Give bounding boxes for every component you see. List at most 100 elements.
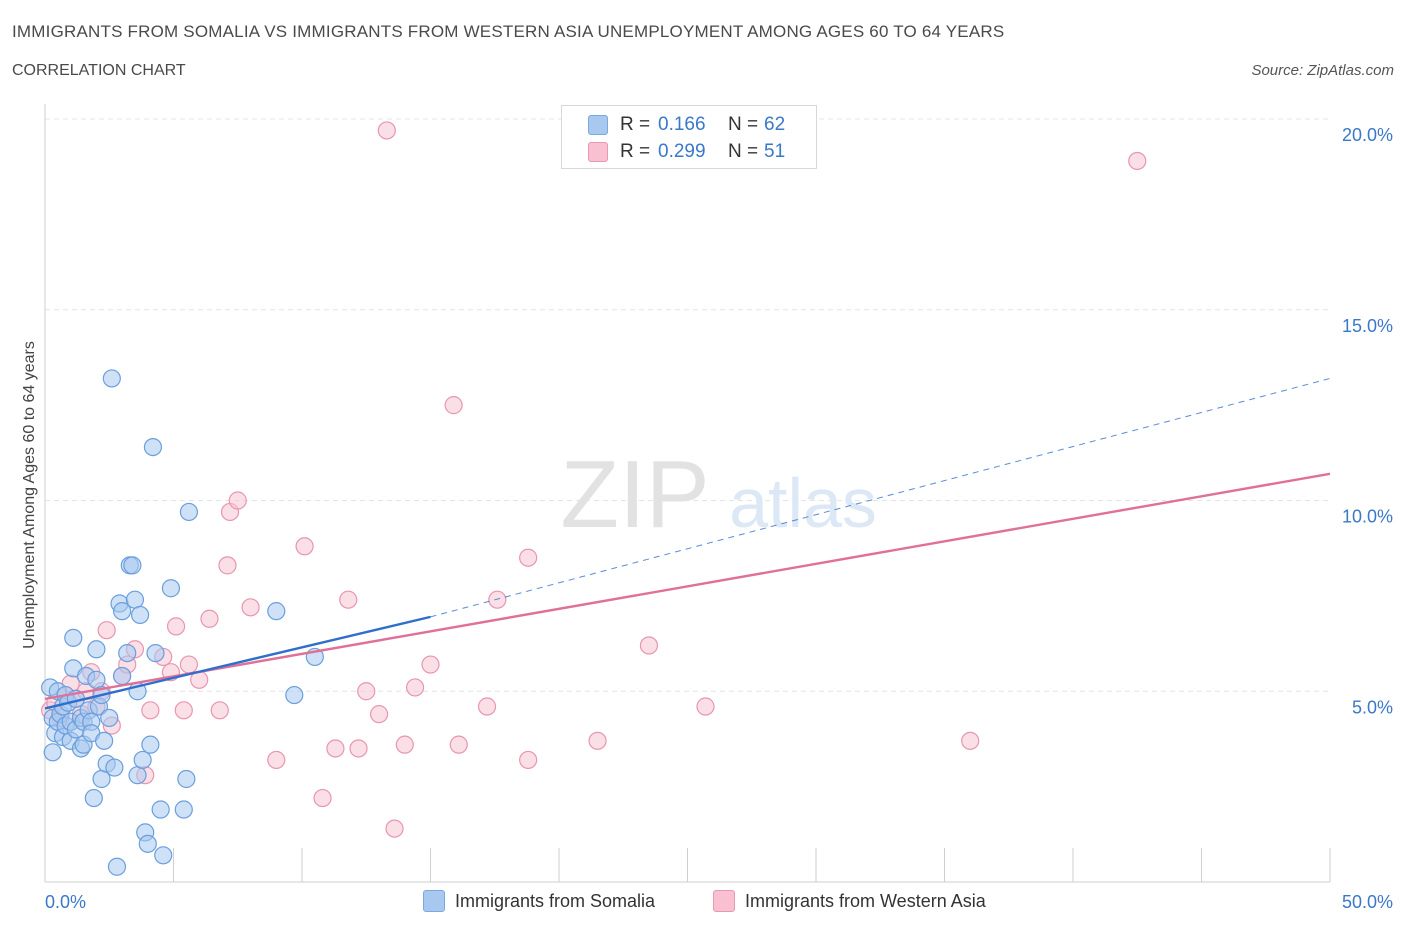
point-somalia [285,685,304,705]
point-western-asia [97,621,116,640]
trend-line-somalia-extrapolated [430,377,1331,618]
source-note: Source: ZipAtlas.com [1251,62,1394,79]
point-western-asia [395,735,414,754]
legend-n-value: 51 [764,141,786,162]
point-somalia [64,628,83,647]
point-western-asia [218,556,237,575]
point-somalia [43,743,62,762]
point-somalia [154,846,173,865]
trend-lines [44,377,1331,710]
point-somalia [112,666,132,686]
point-somalia [133,750,152,770]
point-somalia [161,579,181,598]
point-western-asia [421,655,440,674]
point-somalia [107,857,127,876]
point-somalia [179,502,199,522]
point-somalia [118,643,137,663]
point-western-asia [295,537,314,556]
point-somalia [84,788,103,808]
y-tick-label: 20.0% [1342,125,1393,145]
legend-r-label: R = [620,141,651,162]
point-western-asia [519,750,538,770]
point-somalia [151,800,170,819]
trend-line-western-asia [44,472,1331,701]
point-western-asia [210,701,229,720]
point-somalia [102,369,121,388]
point-western-asia [349,739,368,758]
legend-swatch-western-asia [588,142,608,162]
point-western-asia [444,396,463,415]
point-western-asia [1128,151,1147,171]
point-western-asia [449,735,468,754]
point-western-asia [313,788,332,808]
watermark-zip: ZIP [560,441,709,548]
point-western-asia [377,121,396,140]
x-tick-label-min: 0.0% [45,892,86,912]
legend-r-label: R = [620,114,651,135]
point-somalia [100,708,119,728]
gridlines [45,118,1330,692]
legend-n-value: 62 [764,114,786,135]
point-somalia [105,758,124,777]
chart-title: IMMIGRANTS FROM SOMALIA VS IMMIGRANTS FR… [12,22,1005,41]
point-western-asia [228,491,247,510]
bottom-legend-somalia[interactable]: Immigrants from Somalia [423,888,655,914]
watermark-atlas: atlas [729,464,877,542]
point-western-asia [166,617,186,636]
point-somalia [130,605,150,625]
bottom-legend-swatch-somalia [423,890,445,912]
point-somalia [95,731,114,750]
legend-r-value: 0.166 [658,114,706,135]
point-somalia [146,643,165,663]
legend-swatch-somalia [588,115,608,135]
tick-labels: 5.0% 10.0% 15.0% 20.0% 0.0% 50.0% [45,125,1393,912]
point-western-asia [477,697,497,716]
point-western-asia [241,598,260,617]
point-western-asia [588,731,607,750]
y-tick-label: 10.0% [1342,507,1393,527]
point-somalia [267,602,286,621]
point-western-asia [357,682,376,701]
bottom-legend-label-western-asia: Immigrants from Western Asia [745,890,986,911]
point-somalia [177,769,196,789]
point-western-asia [179,655,199,674]
point-western-asia [639,636,659,655]
legend-n-label: N = [728,141,759,162]
point-western-asia [326,739,345,758]
point-somalia [143,437,163,457]
y-tick-label: 15.0% [1342,316,1393,336]
point-somalia [123,556,142,575]
point-western-asia [488,590,507,609]
point-western-asia [696,697,715,716]
y-tick-label: 5.0% [1352,697,1393,717]
point-western-asia [519,548,538,567]
point-western-asia [370,705,389,724]
point-western-asia [339,590,358,609]
point-somalia [112,602,132,621]
x-tick-label-max: 50.0% [1342,892,1393,912]
point-western-asia [405,678,425,697]
bottom-legend-swatch-western-asia [713,890,735,912]
legend-n-label: N = [728,114,759,135]
chart-subtitle: CORRELATION CHART [12,62,186,79]
point-somalia [87,640,106,659]
point-somalia [128,766,147,785]
point-western-asia [267,750,286,770]
point-somalia [125,590,145,609]
bottom-legend-western-asia[interactable]: Immigrants from Western Asia [713,888,986,914]
point-somalia [138,834,157,853]
legend-row-somalia: R = 0.166 N = 62 [588,114,785,136]
trend-line-somalia [44,615,431,710]
point-western-asia [200,609,219,628]
series-somalia-points [41,369,324,876]
correlation-legend: R = 0.166 N = 62 R = 0.299 N = 51 [561,105,817,169]
point-western-asia [961,731,980,750]
legend-r-value: 0.299 [658,141,706,162]
point-somalia [174,800,193,819]
point-western-asia [385,819,404,838]
point-western-asia [141,701,160,720]
point-western-asia [174,701,193,720]
point-somalia [87,670,106,689]
legend-row-western-asia: R = 0.299 N = 51 [588,141,785,163]
